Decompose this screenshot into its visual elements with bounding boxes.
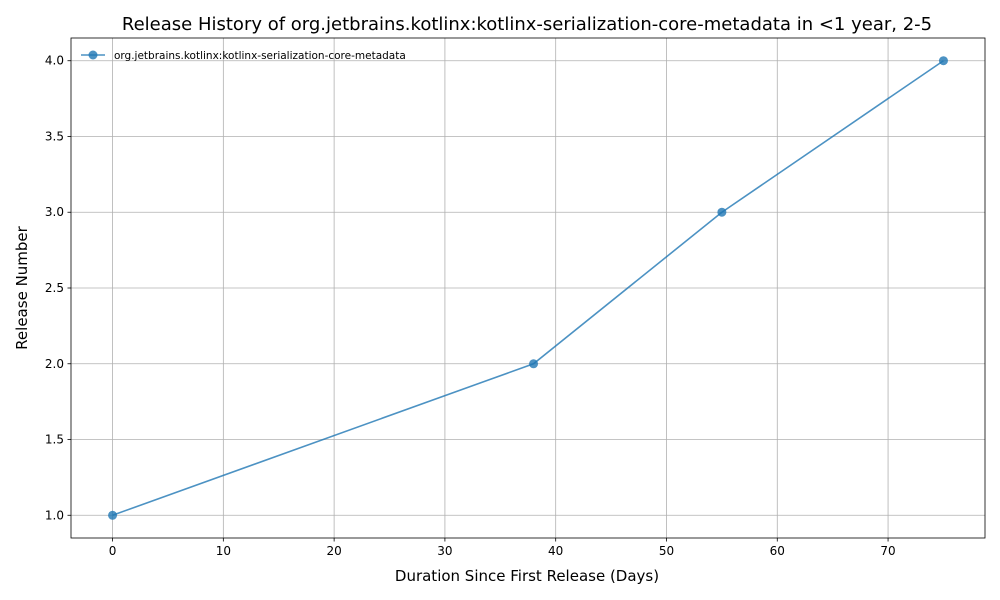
series-layer	[108, 56, 948, 520]
data-point	[717, 207, 727, 217]
y-tick-label: 2.5	[45, 281, 64, 295]
y-tick-label: 4.0	[45, 54, 64, 68]
y-tick-label: 1.5	[45, 433, 64, 447]
x-tick-label: 60	[770, 544, 785, 558]
x-tick-label: 50	[659, 544, 674, 558]
grid-lines	[71, 38, 985, 538]
y-tick-label: 3.5	[45, 129, 64, 143]
x-axis-ticks: 0 10 20 30 40 50 60 70	[109, 538, 896, 558]
x-tick-label: 10	[216, 544, 231, 558]
x-axis-label: Duration Since First Release (Days)	[395, 567, 659, 585]
x-tick-label: 20	[326, 544, 341, 558]
legend-entry-label: org.jetbrains.kotlinx:kotlinx-serializat…	[114, 50, 406, 62]
y-tick-label: 2.0	[45, 357, 64, 371]
y-axis-label: Release Number	[13, 225, 31, 349]
chart-title: Release History of org.jetbrains.kotlinx…	[122, 14, 932, 35]
x-tick-label: 30	[437, 544, 452, 558]
y-tick-label: 3.0	[45, 205, 64, 219]
data-point	[108, 510, 118, 520]
data-point	[938, 56, 948, 66]
legend-marker-swatch	[88, 50, 98, 60]
series-line	[112, 60, 944, 517]
y-axis-ticks: 1.0 1.5 2.0 2.5 3.0 3.5 4.0	[45, 54, 71, 522]
x-tick-label: 0	[109, 544, 117, 558]
legend: org.jetbrains.kotlinx:kotlinx-serializat…	[81, 50, 406, 62]
y-tick-label: 1.0	[45, 508, 64, 522]
x-tick-label: 40	[548, 544, 563, 558]
data-point	[529, 359, 539, 369]
x-tick-label: 70	[880, 544, 895, 558]
